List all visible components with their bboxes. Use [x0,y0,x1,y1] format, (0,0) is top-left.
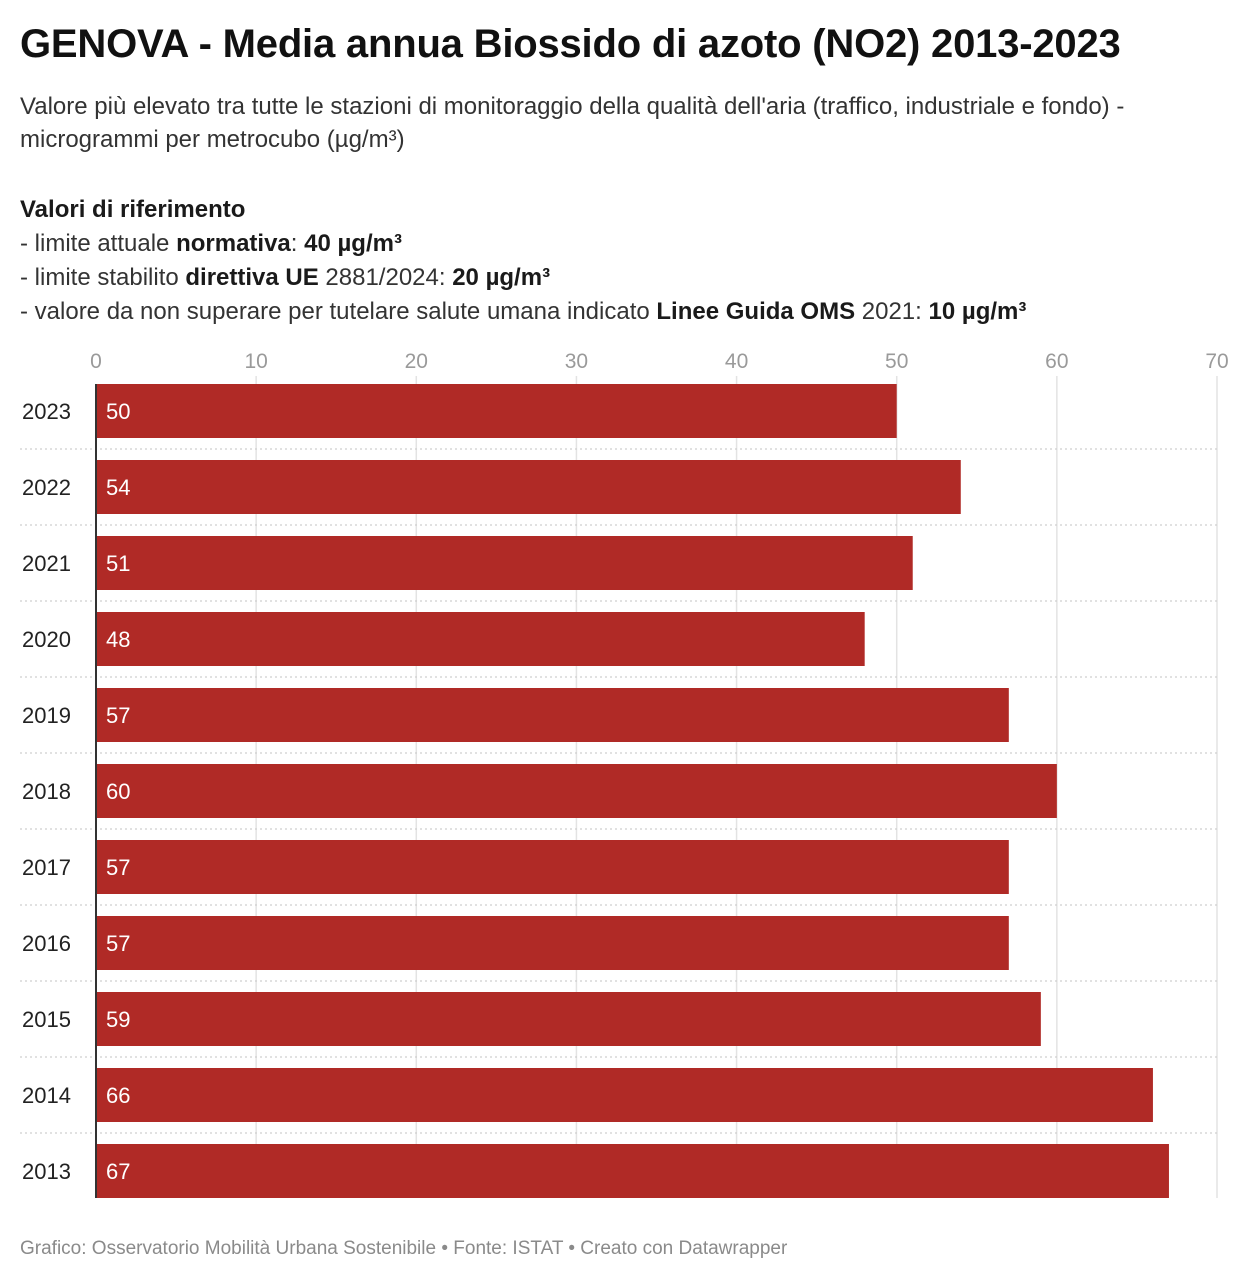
category-label: 2015 [22,1007,71,1032]
category-label: 2018 [22,779,71,804]
bar [96,992,1041,1046]
reference-values: Valori di riferimento - limite attuale n… [20,193,1220,329]
bar-value-label: 54 [106,475,130,500]
x-tick-label: 70 [1205,350,1228,373]
bar [96,1144,1169,1198]
x-tick-label: 20 [405,350,428,373]
ref-text: : [290,230,305,257]
x-tick-label: 40 [725,350,748,373]
bar-value-label: 67 [106,1159,130,1184]
x-tick-label: 50 [885,350,908,373]
category-label: 2022 [22,475,71,500]
ref-value: 40 µg/m³ [304,230,402,257]
ref-text: 2881/2024: [318,264,453,291]
category-label: 2013 [22,1159,71,1184]
ref-value: 10 µg/m³ [928,298,1027,325]
bar [96,460,961,514]
bar [96,840,1009,894]
bar-value-label: 57 [106,931,130,956]
bar-value-label: 57 [106,855,130,880]
ref-text: - limite attuale [20,230,177,257]
chart-subtitle: Valore più elevato tra tutte le stazioni… [20,93,1125,153]
chart-title: GENOVA - Media annua Biossido di azoto (… [20,22,1121,66]
category-label: 2017 [22,855,71,880]
bar [96,764,1057,818]
x-tick-label: 30 [565,350,588,373]
ref-text: 2021: [855,298,929,325]
bar-value-label: 59 [106,1007,130,1032]
category-label: 2014 [22,1083,71,1108]
ref-text: - limite stabilito [20,264,186,291]
bar [96,688,1009,742]
reference-line-oms: - valore da non superare per tutelare sa… [20,295,1220,329]
bar-value-label: 50 [106,399,130,424]
bar-chart: 0 10 20 30 40 50 60 70 50 2023 54 2022 51 2021 48 2020 5… [20,350,1229,1198]
bar [96,612,865,666]
reference-heading: Valori di riferimento [20,196,246,223]
source-credit: Grafico: Osservatorio Mobilità Urbana So… [20,1238,788,1259]
reference-line-normativa: - limite attuale normativa: 40 µg/m³ [20,227,1220,261]
reference-line-direttiva: - limite stabilito direttiva UE 2881/202… [20,261,1220,295]
bar-value-label: 66 [106,1083,130,1108]
x-tick-label: 10 [244,350,267,373]
bar [96,536,913,590]
category-label: 2016 [22,931,71,956]
category-label: 2021 [22,551,71,576]
x-tick-label: 60 [1045,350,1068,373]
bar [96,1068,1153,1122]
bar-value-label: 60 [106,779,130,804]
bar [96,384,897,438]
x-tick-label: 0 [90,350,102,373]
category-label: 2023 [22,399,71,424]
ref-value: 20 µg/m³ [452,264,551,291]
bar-value-label: 48 [106,627,130,652]
category-label: 2020 [22,627,71,652]
ref-bold: direttiva UE [185,264,319,291]
ref-bold: Linee Guida OMS [656,298,856,325]
ref-bold: normativa [176,230,291,257]
ref-text: - valore da non superare per tutelare sa… [20,298,657,325]
category-label: 2019 [22,703,71,728]
bar-value-label: 57 [106,703,130,728]
bar-value-label: 51 [106,551,130,576]
bar [96,916,1009,970]
